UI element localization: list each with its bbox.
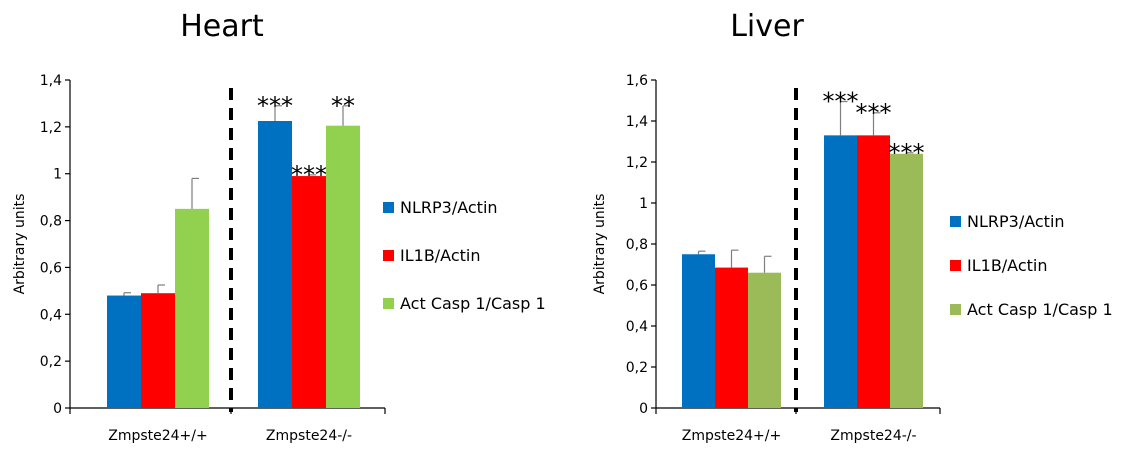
legend-label: NLRP3/Actin (967, 212, 1065, 231)
bar-nlrp3-actin-1 (258, 121, 292, 408)
significance-marker: *** (889, 139, 925, 167)
y-tick-label: 0,4 (626, 319, 648, 335)
significance-marker: *** (856, 99, 892, 127)
bar-act-casp-1-casp-1-1 (326, 126, 360, 408)
bar-act-casp-1-casp-1-0 (175, 209, 209, 408)
legend-label: IL1B/Actin (967, 256, 1048, 275)
y-tick-label: 1,6 (626, 73, 648, 89)
significance-marker: *** (823, 88, 859, 116)
legend-label: Act Casp 1/Casp 1 (400, 294, 546, 313)
x-category-label: Zmpste24-/- (830, 428, 916, 444)
legend-swatch (950, 304, 961, 315)
significance-marker: *** (257, 92, 293, 120)
legend-label: NLRP3/Actin (400, 198, 498, 217)
bar-il1b-actin-1 (857, 135, 890, 408)
bar-il1b-actin-0 (715, 268, 748, 408)
y-tick-label: 0,8 (40, 214, 62, 230)
x-category-label: Zmpste24+/+ (108, 428, 208, 444)
legend-swatch (950, 260, 961, 271)
legend-swatch (950, 216, 961, 227)
y-tick-label: 0,8 (626, 237, 648, 253)
x-category-label: Zmpste24-/- (266, 428, 352, 444)
bar-nlrp3-actin-0 (682, 254, 715, 408)
y-tick-label: 1,2 (626, 155, 648, 171)
significance-marker: *** (291, 161, 327, 189)
chart-title: Liver (730, 9, 804, 44)
legend-swatch (383, 202, 394, 213)
bar-act-casp-1-casp-1-1 (890, 154, 923, 408)
y-tick-label: 0 (639, 401, 648, 417)
legend-label: IL1B/Actin (400, 246, 481, 265)
bar-nlrp3-actin-0 (107, 296, 141, 408)
y-tick-label: 0,6 (626, 278, 648, 294)
y-tick-label: 1,4 (40, 73, 62, 89)
y-tick-label: 1,2 (40, 120, 62, 136)
legend-label: Act Casp 1/Casp 1 (967, 300, 1113, 319)
bar-nlrp3-actin-1 (824, 135, 857, 408)
chart-heart: Heart Arbitrary units 0 0,2 0,4 0,6 0,8 1 1,2 1,4… (12, 9, 546, 444)
y-tick-label: 0,4 (40, 307, 62, 323)
legend-swatch (383, 250, 394, 261)
y-tick-label: 0,2 (626, 360, 648, 376)
bar-il1b-actin-1 (292, 176, 326, 408)
bar-il1b-actin-0 (141, 293, 175, 408)
significance-marker: ** (331, 92, 355, 120)
legend-swatch (383, 298, 394, 309)
y-axis-label: Arbitrary units (12, 194, 28, 295)
y-tick-label: 1 (639, 196, 648, 212)
y-tick-label: 0,6 (40, 260, 62, 276)
bar-act-casp-1-casp-1-0 (748, 273, 781, 408)
chart-liver: Liver Arbitrary units 0 0,2 0,4 0,6 0,8 1 1,2 1,4… (592, 9, 1113, 444)
chart-title: Heart (180, 9, 264, 44)
y-tick-label: 0,2 (40, 354, 62, 370)
y-tick-label: 0 (53, 401, 62, 417)
y-axis-label: Arbitrary units (592, 194, 608, 295)
y-tick-label: 1,4 (626, 114, 648, 130)
y-tick-label: 1 (53, 167, 62, 183)
x-category-label: Zmpste24+/+ (682, 428, 782, 444)
